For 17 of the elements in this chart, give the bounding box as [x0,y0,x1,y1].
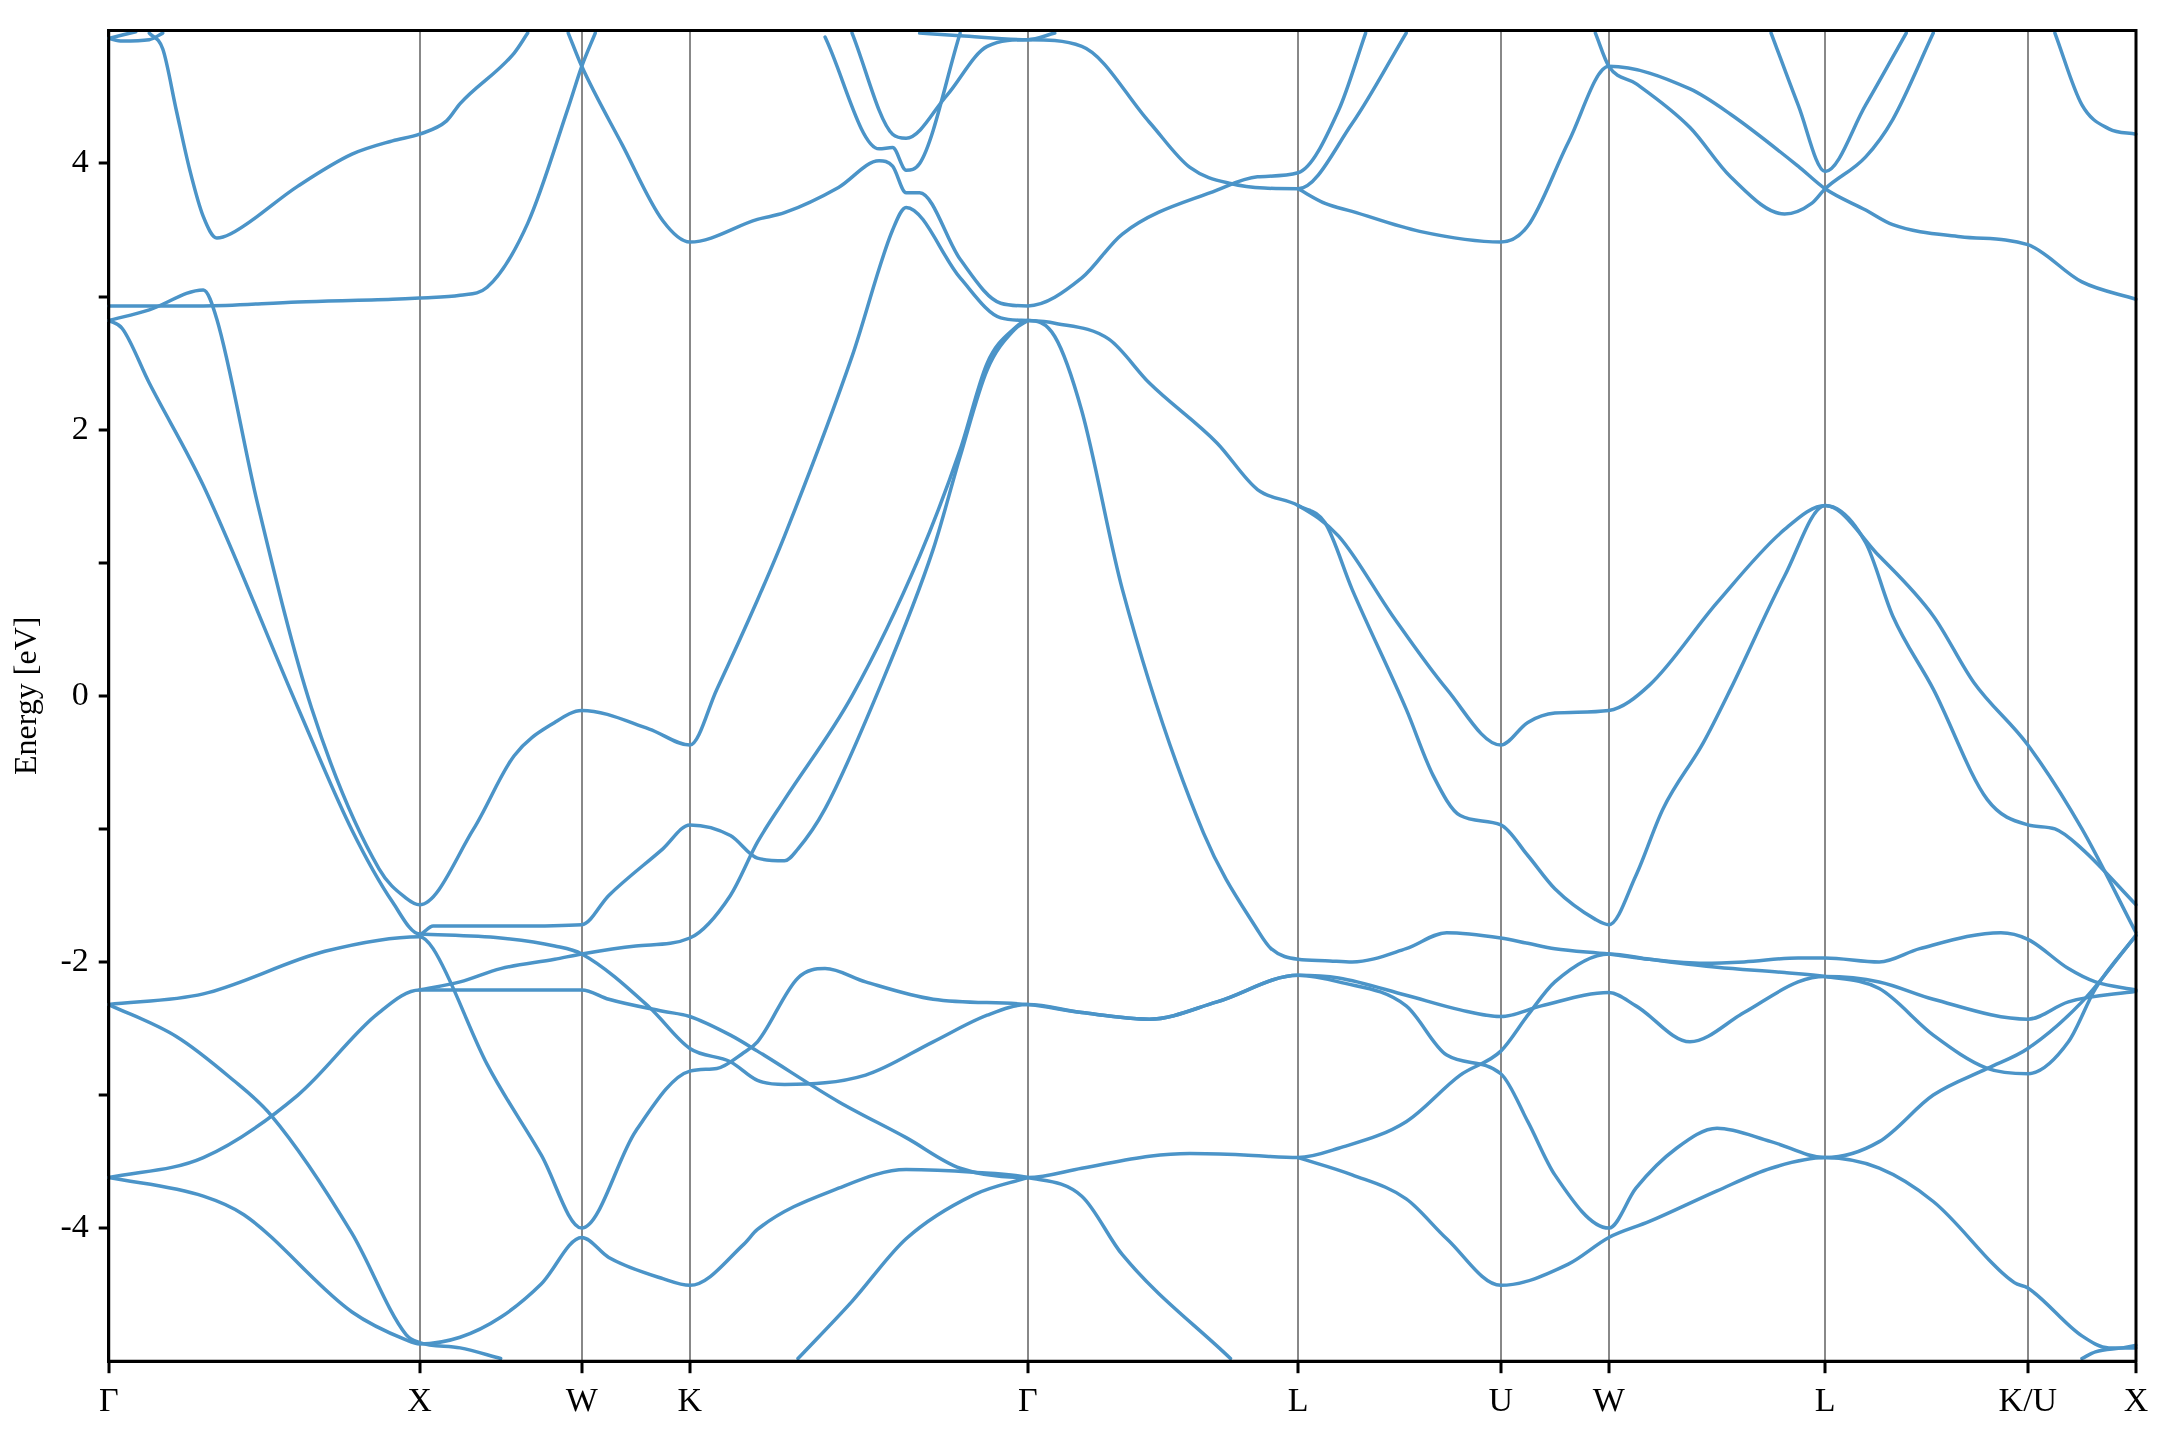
y-tick-label: 2 [71,408,89,446]
y-tick-label: 4 [71,142,89,180]
x-tick-label: U [1488,1380,1514,1418]
x-tick-label: X [407,1380,432,1418]
y-axis-title: Energy [eV] [6,616,43,776]
x-tick-label: W [565,1380,599,1418]
y-tick-label: -4 [60,1207,89,1245]
x-tick-label: Γ [98,1380,119,1418]
x-tick-label: X [2123,1380,2149,1418]
y-tick-label: -2 [60,940,89,978]
x-tick-label: L [1287,1380,1309,1418]
y-tick-label: 0 [71,674,89,712]
x-tick-label: Γ [1017,1380,1038,1418]
x-tick-label: L [1814,1380,1836,1418]
x-tick-label: W [1592,1380,1626,1418]
x-tick-label: K/U [1998,1380,2058,1418]
x-tick-label: K [677,1380,703,1418]
